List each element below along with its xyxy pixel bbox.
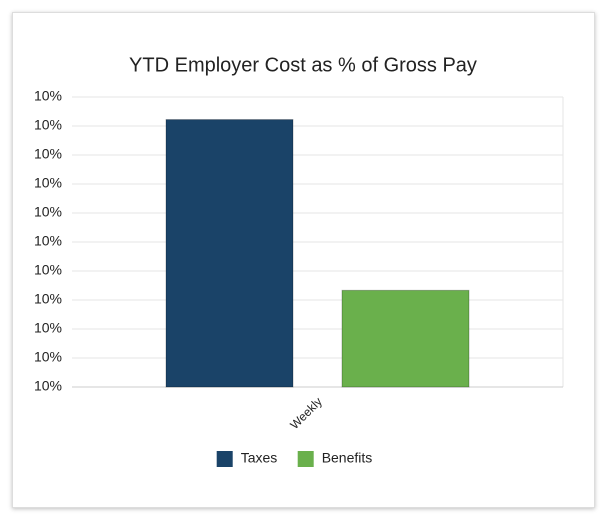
y-tick-label: 10% [34, 291, 62, 307]
bar [341, 289, 470, 388]
bar [165, 119, 294, 388]
y-tick-label: 10% [34, 146, 62, 162]
chart-title: YTD Employer Cost as % of Gross Pay [129, 54, 477, 76]
legend-swatch [216, 451, 233, 467]
x-tick-label: Weekly [287, 394, 325, 432]
y-tick-label: 10% [34, 88, 62, 104]
legend-label: Benefits [322, 450, 373, 466]
y-tick-label: 10% [34, 117, 62, 133]
y-tick-label: 10% [34, 262, 62, 278]
y-tick-label: 10% [34, 320, 62, 336]
y-tick-label: 10% [34, 233, 62, 249]
chart-card [12, 12, 595, 508]
y-tick-label: 10% [34, 349, 62, 365]
y-tick-label: 10% [34, 175, 62, 191]
legend-label: Taxes [241, 450, 278, 466]
y-tick-label: 10% [34, 204, 62, 220]
legend-swatch [297, 451, 314, 467]
y-tick-label: 10% [34, 378, 62, 394]
